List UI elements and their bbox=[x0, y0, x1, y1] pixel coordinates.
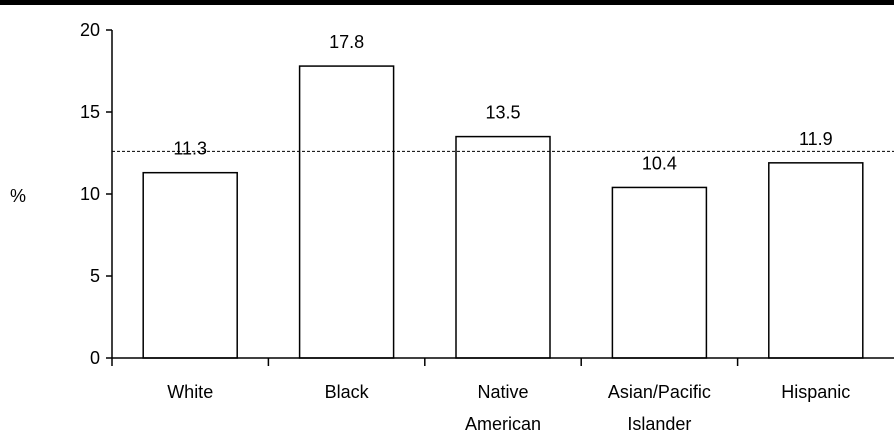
labels-group: 0 5 10 15 20 11.3 White 17.8 Black 13.5 Native Amer… bbox=[80, 20, 850, 434]
axes-group bbox=[106, 29, 894, 366]
bar-0 bbox=[142, 171, 238, 359]
category-label-2: Native American bbox=[465, 382, 541, 434]
data-label-1: 17.8 bbox=[329, 32, 364, 52]
y-tick-label-10: 10 bbox=[80, 184, 100, 204]
top-rule-bar bbox=[0, 0, 894, 5]
category-label-1: Black bbox=[325, 382, 370, 402]
top-rule bbox=[0, 0, 894, 5]
bar-3 bbox=[611, 186, 708, 359]
y-tick-label-20: 20 bbox=[80, 20, 100, 40]
category-label-line: American bbox=[465, 414, 541, 434]
data-label-2: 13.5 bbox=[485, 103, 520, 123]
category-label-line: Islander bbox=[627, 414, 691, 434]
category-label-0: White bbox=[167, 382, 213, 402]
data-label-4: 11.9 bbox=[799, 129, 833, 149]
y-tick-label-5: 5 bbox=[90, 266, 100, 286]
y-axis-label: % bbox=[10, 186, 26, 206]
category-label-line: Asian/Pacific bbox=[608, 382, 711, 402]
category-label-4: Hispanic bbox=[781, 382, 850, 402]
y-tick-label-15: 15 bbox=[80, 102, 100, 122]
data-label-0: 11.3 bbox=[173, 139, 207, 159]
bar-2 bbox=[455, 135, 551, 359]
bars-group bbox=[142, 65, 864, 359]
data-label-3: 10.4 bbox=[642, 153, 677, 173]
category-label-3: Asian/Pacific Islander bbox=[608, 382, 711, 434]
bar-1 bbox=[298, 65, 395, 359]
category-label-line: Native bbox=[477, 382, 528, 402]
category-label-line: Hispanic bbox=[781, 382, 850, 402]
category-label-line: White bbox=[167, 382, 213, 402]
bar-4 bbox=[768, 162, 864, 359]
y-tick-label-0: 0 bbox=[90, 348, 100, 368]
category-label-line: Black bbox=[325, 382, 370, 402]
